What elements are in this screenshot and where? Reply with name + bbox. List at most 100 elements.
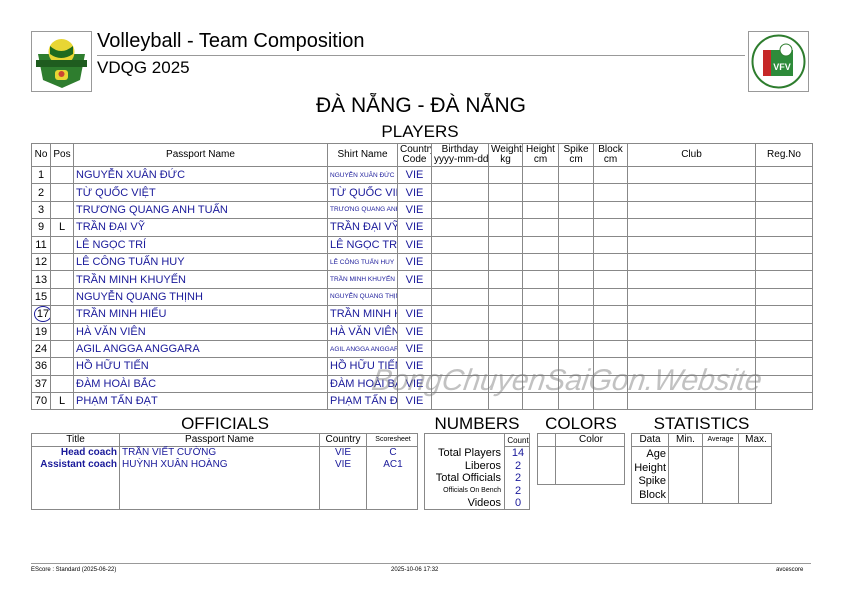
player-passport-name: TRƯƠNG QUANG ANH TUẤN: [73, 200, 328, 220]
player-birthday: [431, 270, 489, 289]
player-weight: [488, 339, 523, 359]
player-passport-name: NGUYỄN XUÂN ĐỨC: [73, 165, 328, 185]
player-position: [50, 305, 74, 324]
player-height: [522, 270, 559, 289]
player-club: [627, 270, 756, 289]
player-number: 12: [31, 252, 51, 272]
numbers-label: Total Officials: [435, 472, 501, 484]
player-country: VIE: [397, 218, 432, 237]
player-block: [593, 218, 628, 237]
stats-col-data: Data: [639, 434, 661, 445]
player-number: 19: [31, 322, 51, 341]
player-row: 15 NGUYỄN QUANG THỊNH NGUYỄN QUANG THỊNH: [31, 287, 813, 307]
player-weight: [488, 218, 523, 237]
numbers-col-count: Count: [507, 436, 529, 445]
player-spike: [558, 235, 594, 254]
player-height: [522, 305, 559, 324]
player-height: [522, 183, 559, 202]
player-number: 2: [31, 183, 51, 202]
colors-table: Color: [537, 433, 625, 485]
players-col-no: No: [31, 143, 51, 167]
player-birthday: [431, 305, 489, 324]
players-col-block-cm: Block cm: [593, 143, 628, 167]
officials-col-title: Title: [66, 434, 85, 445]
players-col-club: Club: [627, 143, 756, 167]
player-birthday: [431, 183, 489, 202]
player-reg-no: [755, 287, 813, 307]
player-birthday: [431, 287, 489, 307]
player-club: [627, 165, 756, 185]
official-country: VIE: [334, 447, 352, 458]
player-weight: [488, 252, 523, 272]
player-number: 1: [31, 165, 51, 185]
players-col-country-code: CountryCode: [397, 143, 432, 167]
stats-col-average: Average: [707, 436, 734, 443]
official-name: HUỲNH XUÂN HOÀNG: [122, 459, 228, 470]
player-spike: [558, 305, 594, 324]
player-shirt-name: TRẦN MINH KHUYẾN: [327, 270, 398, 289]
player-row: 19 HÀ VĂN VIÊN HÀ VĂN VIÊN VIE: [31, 322, 813, 341]
player-height: [522, 322, 559, 341]
title-divider: [97, 55, 745, 56]
player-shirt-name: TRẦN ĐẠI VỸ: [327, 218, 398, 237]
player-shirt-name: ĐÀM HOÀI BẮC: [327, 374, 398, 394]
watermark: BongChuyenSaiGon.Website: [369, 364, 765, 397]
player-birthday: [431, 322, 489, 341]
numbers-value: 14: [511, 447, 525, 459]
player-weight: [488, 200, 523, 220]
player-height: [522, 235, 559, 254]
stats-row-label: Spike: [638, 475, 666, 487]
player-birthday: [431, 200, 489, 220]
player-birthday: [431, 218, 489, 237]
player-shirt-name: NGUYỄN XUÂN ĐỨC: [327, 165, 398, 185]
team-name: ĐÀ NẴNG - ĐÀ NẴNG: [315, 94, 527, 117]
player-passport-name: AGIL ANGGA ANGGARA: [73, 339, 328, 359]
players-col-height-cm: Height cm: [522, 143, 559, 167]
player-weight: [488, 305, 523, 324]
player-country: VIE: [397, 235, 432, 254]
player-reg-no: [755, 392, 813, 411]
player-reg-no: [755, 183, 813, 202]
colors-section-title: COLORS: [545, 414, 617, 433]
numbers-value: 2: [514, 484, 522, 497]
official-title: Assistant coach: [40, 459, 117, 470]
player-reg-no: [755, 270, 813, 289]
player-birthday: [431, 339, 489, 359]
player-reg-no: [755, 305, 813, 324]
vfv-logo: VFV: [748, 31, 809, 92]
player-block: [593, 270, 628, 289]
player-weight: [488, 183, 523, 202]
statistics-section-title: STATISTICS: [653, 414, 750, 433]
player-country: VIE: [397, 165, 432, 185]
player-block: [593, 235, 628, 254]
player-weight: [488, 322, 523, 341]
players-col-shirt-name: Shirt Name: [327, 143, 398, 167]
footer-timestamp: 2025-10-06 17:32: [391, 567, 439, 573]
official-title: Head coach: [60, 447, 117, 458]
player-reg-no: [755, 339, 813, 359]
player-country: VIE: [397, 183, 432, 202]
player-country: VIE: [397, 252, 432, 272]
player-position: [50, 183, 74, 202]
player-passport-name: TRẦN MINH HIẾU: [73, 305, 328, 324]
footer-software: EScore : Standard (2025-06-22): [31, 567, 117, 573]
numbers-table: Count Total Players 14 Liberos 2 Total Offic…: [424, 433, 530, 510]
player-number: 36: [31, 357, 51, 376]
player-height: [522, 200, 559, 220]
player-reg-no: [755, 235, 813, 254]
player-height: [522, 287, 559, 307]
player-club: [627, 252, 756, 272]
player-passport-name: TRẦN ĐẠI VỸ: [73, 218, 328, 237]
player-spike: [558, 252, 594, 272]
player-shirt-name: NGUYỄN QUANG THỊNH: [327, 287, 398, 307]
player-weight: [488, 165, 523, 185]
player-passport-name: HÀ VĂN VIÊN: [73, 322, 328, 341]
player-reg-no: [755, 165, 813, 185]
statistics-table: Data Min. Average Max. Age Height Spike Blo…: [631, 433, 772, 504]
player-block: [593, 252, 628, 272]
player-position: [50, 374, 74, 394]
player-position: [50, 322, 74, 341]
player-block: [593, 339, 628, 359]
player-spike: [558, 165, 594, 185]
